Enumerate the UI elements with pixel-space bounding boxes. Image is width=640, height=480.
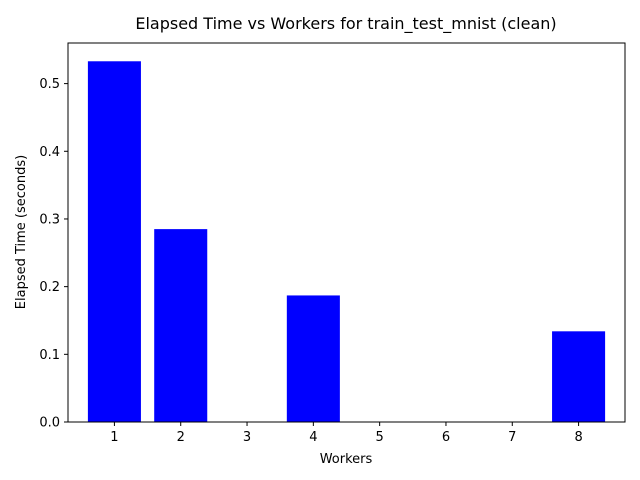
plot-frame xyxy=(67,42,626,423)
x-tick-label: 4 xyxy=(309,430,317,445)
bar-workers-8 xyxy=(552,331,606,422)
y-tick-label: 0.4 xyxy=(39,145,60,160)
x-tick-label: 8 xyxy=(574,430,582,445)
y-tick-label: 0.3 xyxy=(39,212,60,227)
x-axis-label: Workers xyxy=(320,452,373,467)
y-axis-label: Elapsed Time (seconds) xyxy=(14,155,29,309)
y-tick-label: 0.5 xyxy=(39,77,60,92)
chart-title: Elapsed Time vs Workers for train_test_m… xyxy=(135,14,556,34)
x-tick-label: 7 xyxy=(508,430,516,445)
x-tick-label: 2 xyxy=(177,430,185,445)
y-tick-label: 0.1 xyxy=(39,348,60,363)
x-tick-label: 6 xyxy=(442,430,450,445)
x-tick-label: 1 xyxy=(110,430,118,445)
x-tick-label: 3 xyxy=(243,430,251,445)
y-tick-label: 0.0 xyxy=(39,416,60,431)
plot-area: 1 2 3 4 5 6 7 8 0.0 0.1 0.2 0.3 0.4 0.5 xyxy=(39,61,606,445)
x-tick-label: 5 xyxy=(376,430,384,445)
bar-workers-4 xyxy=(286,295,340,422)
y-tick-label: 0.2 xyxy=(39,280,60,295)
bar-workers-1 xyxy=(87,61,141,422)
bar-workers-2 xyxy=(154,229,208,422)
